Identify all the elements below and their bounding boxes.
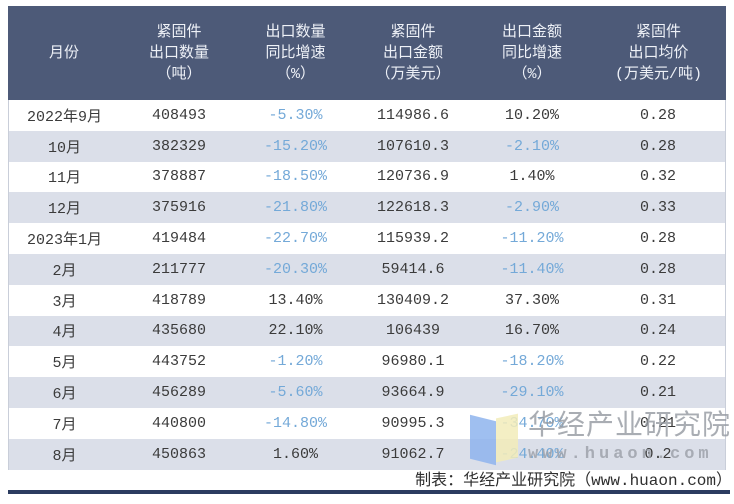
cell-qty-yoy: -18.50%: [263, 168, 327, 186]
cell-export-qty: 408493: [151, 106, 206, 124]
cell-export-value: 90995.3: [381, 414, 445, 432]
cell-avg-price: 0.28: [639, 106, 676, 124]
cell-qty-yoy: -14.80%: [263, 414, 327, 432]
bottom-divider: [8, 490, 730, 494]
cell-qty-yoy: -5.60%: [268, 384, 323, 402]
cell-value-yoy: 10.20%: [504, 106, 559, 124]
table-row: 5月 443752 -1.20% 96980.1 -18.20% 0.22: [9, 346, 725, 378]
cell-export-qty: 211777: [151, 260, 206, 278]
column-header-avg-price: 紧固件 出口均价 (万美元/吨): [614, 23, 702, 83]
column-header-qty-yoy: 出口数量 同比增速 （%）: [265, 23, 326, 83]
table-row: 2月 211777 -20.30% 59414.6 -11.40% 0.28: [9, 253, 725, 285]
cell-avg-price: 0.33: [639, 199, 676, 217]
cell-avg-price: 0.28: [639, 230, 676, 248]
table-row: 6月 456289 -5.60% 93664.9 -29.10% 0.21: [9, 377, 725, 408]
cell-avg-price: 0.31: [639, 291, 676, 309]
cell-month: 8月: [52, 447, 77, 465]
cell-month: 2月: [52, 262, 77, 280]
cell-qty-yoy: 1.60%: [272, 445, 318, 463]
table-row: 7月 440800 -14.80% 90995.3 -34.70% 0.21: [9, 407, 725, 439]
cell-month: 2022年9月: [26, 108, 102, 126]
cell-avg-price: 0.32: [639, 168, 676, 186]
cell-export-value: 91062.7: [381, 445, 445, 463]
cell-value-yoy: 16.70%: [504, 322, 559, 340]
cell-value-yoy: -24.40%: [500, 445, 564, 463]
cell-export-value: 122618.3: [376, 199, 449, 217]
cell-month: 2023年1月: [26, 232, 102, 250]
cell-qty-yoy: -1.20%: [268, 353, 323, 371]
cell-qty-yoy: 22.10%: [268, 322, 323, 340]
cell-export-qty: 418789: [151, 291, 206, 309]
cell-qty-yoy: -22.70%: [263, 230, 327, 248]
cell-export-qty: 450863: [151, 445, 206, 463]
cell-month: 4月: [52, 324, 77, 342]
cell-export-qty: 456289: [151, 384, 206, 402]
cell-month: 5月: [52, 355, 77, 373]
cell-export-value: 120736.9: [376, 168, 449, 186]
cell-export-qty: 443752: [151, 353, 206, 371]
cell-export-value: 96980.1: [381, 353, 445, 371]
cell-export-qty: 378887: [151, 168, 206, 186]
cell-avg-price: 0.28: [639, 137, 676, 155]
cell-qty-yoy: -15.20%: [263, 137, 327, 155]
column-header-export-qty: 紧固件 出口数量 （吨）: [148, 23, 209, 83]
cell-avg-price: 0.2: [644, 445, 672, 463]
cell-avg-price: 0.22: [639, 353, 676, 371]
table-row: 3月 418789 13.40% 130409.2 37.30% 0.31: [9, 284, 725, 316]
cell-value-yoy: 1.40%: [509, 168, 555, 186]
cell-value-yoy: -2.10%: [504, 137, 559, 155]
table-row: 8月 450863 1.60% 91062.7 -24.40% 0.2: [9, 438, 725, 470]
cell-value-yoy: -11.40%: [500, 260, 564, 278]
cell-avg-price: 0.28: [639, 260, 676, 278]
table-row: 11月 378887 -18.50% 120736.9 1.40% 0.32: [9, 161, 725, 193]
table-credit-line: 制表：华经产业研究院（www.huaon.com）: [415, 472, 732, 490]
table-row: 2022年9月 408493 -5.30% 114986.6 10.20% 0.28: [9, 100, 725, 131]
table-body: 2022年9月 408493 -5.30% 114986.6 10.20% 0.28 10月…: [8, 100, 726, 470]
cell-value-yoy: -34.70%: [500, 414, 564, 432]
cell-qty-yoy: -20.30%: [263, 260, 327, 278]
cell-value-yoy: -18.20%: [500, 353, 564, 371]
cell-export-value: 106439: [385, 322, 440, 340]
cell-value-yoy: 37.30%: [504, 291, 559, 309]
table-row: 12月 375916 -21.80% 122618.3 -2.90% 0.33: [9, 192, 725, 224]
cell-month: 10月: [47, 139, 81, 157]
cell-export-qty: 419484: [151, 230, 206, 248]
column-header-value-yoy: 出口金额 同比增速 （%）: [501, 23, 562, 83]
table-row: 2023年1月 419484 -22.70% 115939.2 -11.20% 0.28: [9, 223, 725, 254]
cell-month: 7月: [52, 416, 77, 434]
cell-export-qty: 382329: [151, 137, 206, 155]
cell-avg-price: 0.21: [639, 384, 676, 402]
cell-qty-yoy: 13.40%: [268, 291, 323, 309]
fastener-export-table: 月份 紧固件 出口数量 （吨） 出口数量 同比增速 （%） 紧固件 出口金额 （万美元） 出口金额同…: [8, 6, 726, 470]
cell-avg-price: 0.24: [639, 322, 676, 340]
cell-month: 6月: [52, 386, 77, 404]
cell-qty-yoy: -5.30%: [268, 106, 323, 124]
cell-value-yoy: -2.90%: [504, 199, 559, 217]
cell-export-qty: 440800: [151, 414, 206, 432]
cell-export-value: 114986.6: [376, 106, 449, 124]
cell-export-qty: 375916: [151, 199, 206, 217]
cell-value-yoy: -29.10%: [500, 384, 564, 402]
cell-export-value: 93664.9: [381, 384, 445, 402]
cell-export-value: 115939.2: [376, 230, 449, 248]
cell-export-value: 59414.6: [381, 260, 445, 278]
cell-avg-price: 0.21: [639, 414, 676, 432]
cell-month: 11月: [47, 170, 81, 188]
table-header-row: 月份 紧固件 出口数量 （吨） 出口数量 同比增速 （%） 紧固件 出口金额 （万美元） 出口金额同…: [8, 6, 726, 100]
column-header-export-value: 紧固件 出口金额 （万美元）: [375, 23, 451, 83]
cell-export-qty: 435680: [151, 322, 206, 340]
cell-qty-yoy: -21.80%: [263, 199, 327, 217]
cell-export-value: 130409.2: [376, 291, 449, 309]
table-row: 4月 435680 22.10% 106439 16.70% 0.24: [9, 315, 725, 347]
table-row: 10月 382329 -15.20% 107610.3 -2.10% 0.28: [9, 130, 725, 162]
column-header-month: 月份: [48, 44, 79, 62]
cell-value-yoy: -11.20%: [500, 230, 564, 248]
cell-month: 3月: [52, 293, 77, 311]
cell-month: 12月: [47, 201, 81, 219]
cell-export-value: 107610.3: [376, 137, 449, 155]
